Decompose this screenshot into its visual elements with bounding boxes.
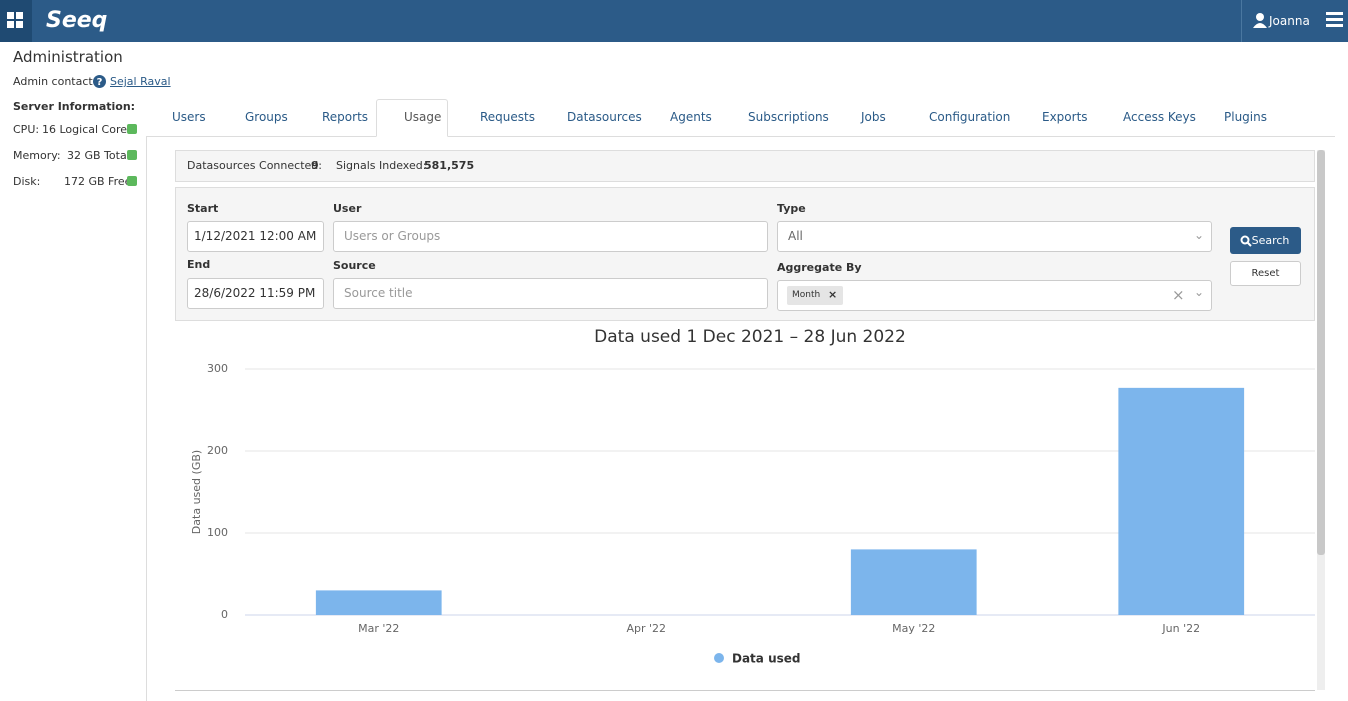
- tab[interactable]: Exports: [1042, 110, 1088, 124]
- tab[interactable]: Datasources: [567, 110, 642, 124]
- tab[interactable]: Agents: [670, 110, 712, 124]
- disk-value: 172 GB Free: [64, 175, 131, 188]
- tab[interactable]: Users: [172, 110, 206, 124]
- y-tick-label: 100: [207, 526, 228, 539]
- y-axis-label: Data used (GB): [190, 450, 203, 534]
- admin-contact-link[interactable]: Sejal Raval: [110, 75, 171, 88]
- user-menu[interactable]: Joanna: [1269, 14, 1310, 28]
- datasources-count: 9: [311, 159, 319, 172]
- y-tick-label: 300: [207, 362, 228, 375]
- signals-count: 581,575: [424, 159, 474, 172]
- cpu-label: CPU:: [13, 123, 39, 136]
- bar: [316, 590, 442, 615]
- user-label: User: [333, 202, 361, 215]
- sidebar-border: [146, 136, 147, 701]
- tab[interactable]: Groups: [245, 110, 288, 124]
- y-tick-label: 0: [221, 608, 228, 621]
- tab[interactable]: Usage: [404, 110, 441, 124]
- source-input[interactable]: Source title: [333, 278, 768, 309]
- aggregate-label: Aggregate By: [777, 261, 862, 274]
- check: [127, 150, 137, 160]
- source-label: Source: [333, 259, 376, 272]
- x-tick-label: Jun '22: [1161, 622, 1200, 635]
- x-tick-label: Apr '22: [626, 622, 666, 635]
- memory-label: Memory:: [13, 149, 61, 162]
- end-input[interactable]: 28/6/2022 11:59 PM: [187, 278, 324, 309]
- tab[interactable]: Subscriptions: [748, 110, 829, 124]
- tab[interactable]: Configuration: [929, 110, 1010, 124]
- chevron: ⌄: [1194, 228, 1204, 242]
- server-info-title: Server Information:: [13, 100, 135, 113]
- search-icon: [1240, 235, 1252, 247]
- x-tick-label: Mar '22: [358, 622, 399, 635]
- reset-button[interactable]: Reset: [1230, 261, 1301, 286]
- svg-text:?: ?: [97, 77, 103, 88]
- brand[interactable]: Seeq: [46, 8, 107, 33]
- type-label: Type: [777, 202, 806, 215]
- scroll-thumb: [1317, 150, 1325, 555]
- start-input[interactable]: 1/12/2021 12:00 AM: [187, 221, 324, 252]
- page-title: Administration: [13, 48, 123, 66]
- bar: [1118, 388, 1244, 615]
- legend-marker: [714, 653, 724, 663]
- top-bar: [0, 0, 1348, 42]
- user-icon: [1253, 12, 1267, 28]
- menu-button[interactable]: [1326, 12, 1343, 27]
- apps-icon: [7, 12, 25, 30]
- check: [127, 176, 137, 186]
- tab[interactable]: Plugins: [1224, 110, 1267, 124]
- chart: Data used 1 Dec 2021 – 28 Jun 2022 Data …: [175, 320, 1315, 688]
- chevron: ⌄: [1194, 285, 1204, 299]
- disk-label: Disk:: [13, 175, 40, 188]
- y-tick-label: 200: [207, 444, 228, 457]
- help-icon[interactable]: ?: [93, 75, 106, 88]
- aggregate-chip-text: Month: [792, 290, 820, 300]
- tab[interactable]: Requests: [480, 110, 535, 124]
- end-label: End: [187, 258, 210, 271]
- tab[interactable]: Access Keys: [1123, 110, 1196, 124]
- chip-remove[interactable]: ×: [828, 288, 837, 301]
- tab[interactable]: Reports: [322, 110, 368, 124]
- cpu-value: 16 Logical Cores: [42, 123, 133, 136]
- chart-title: Data used 1 Dec 2021 – 28 Jun 2022: [594, 327, 906, 347]
- start-label: Start: [187, 202, 218, 215]
- admin-contact-label: Admin contact:: [13, 75, 96, 88]
- panel-bottom: [175, 690, 1315, 691]
- tab-bar-border: [147, 136, 1335, 137]
- tab[interactable]: Jobs: [861, 110, 886, 124]
- clear-button[interactable]: ×: [1172, 286, 1185, 304]
- signals-label: Signals Indexed:: [336, 159, 426, 172]
- bar: [851, 549, 977, 615]
- x-tick-label: May '22: [892, 622, 935, 635]
- datasources-label: Datasources Connected:: [187, 159, 322, 172]
- legend-label: Data used: [732, 652, 800, 666]
- user-divider: [1241, 0, 1242, 42]
- user-input[interactable]: Users or Groups: [333, 221, 768, 252]
- memory-value: 32 GB Total: [67, 149, 130, 162]
- check: [127, 124, 137, 134]
- type-select[interactable]: All: [777, 221, 1212, 252]
